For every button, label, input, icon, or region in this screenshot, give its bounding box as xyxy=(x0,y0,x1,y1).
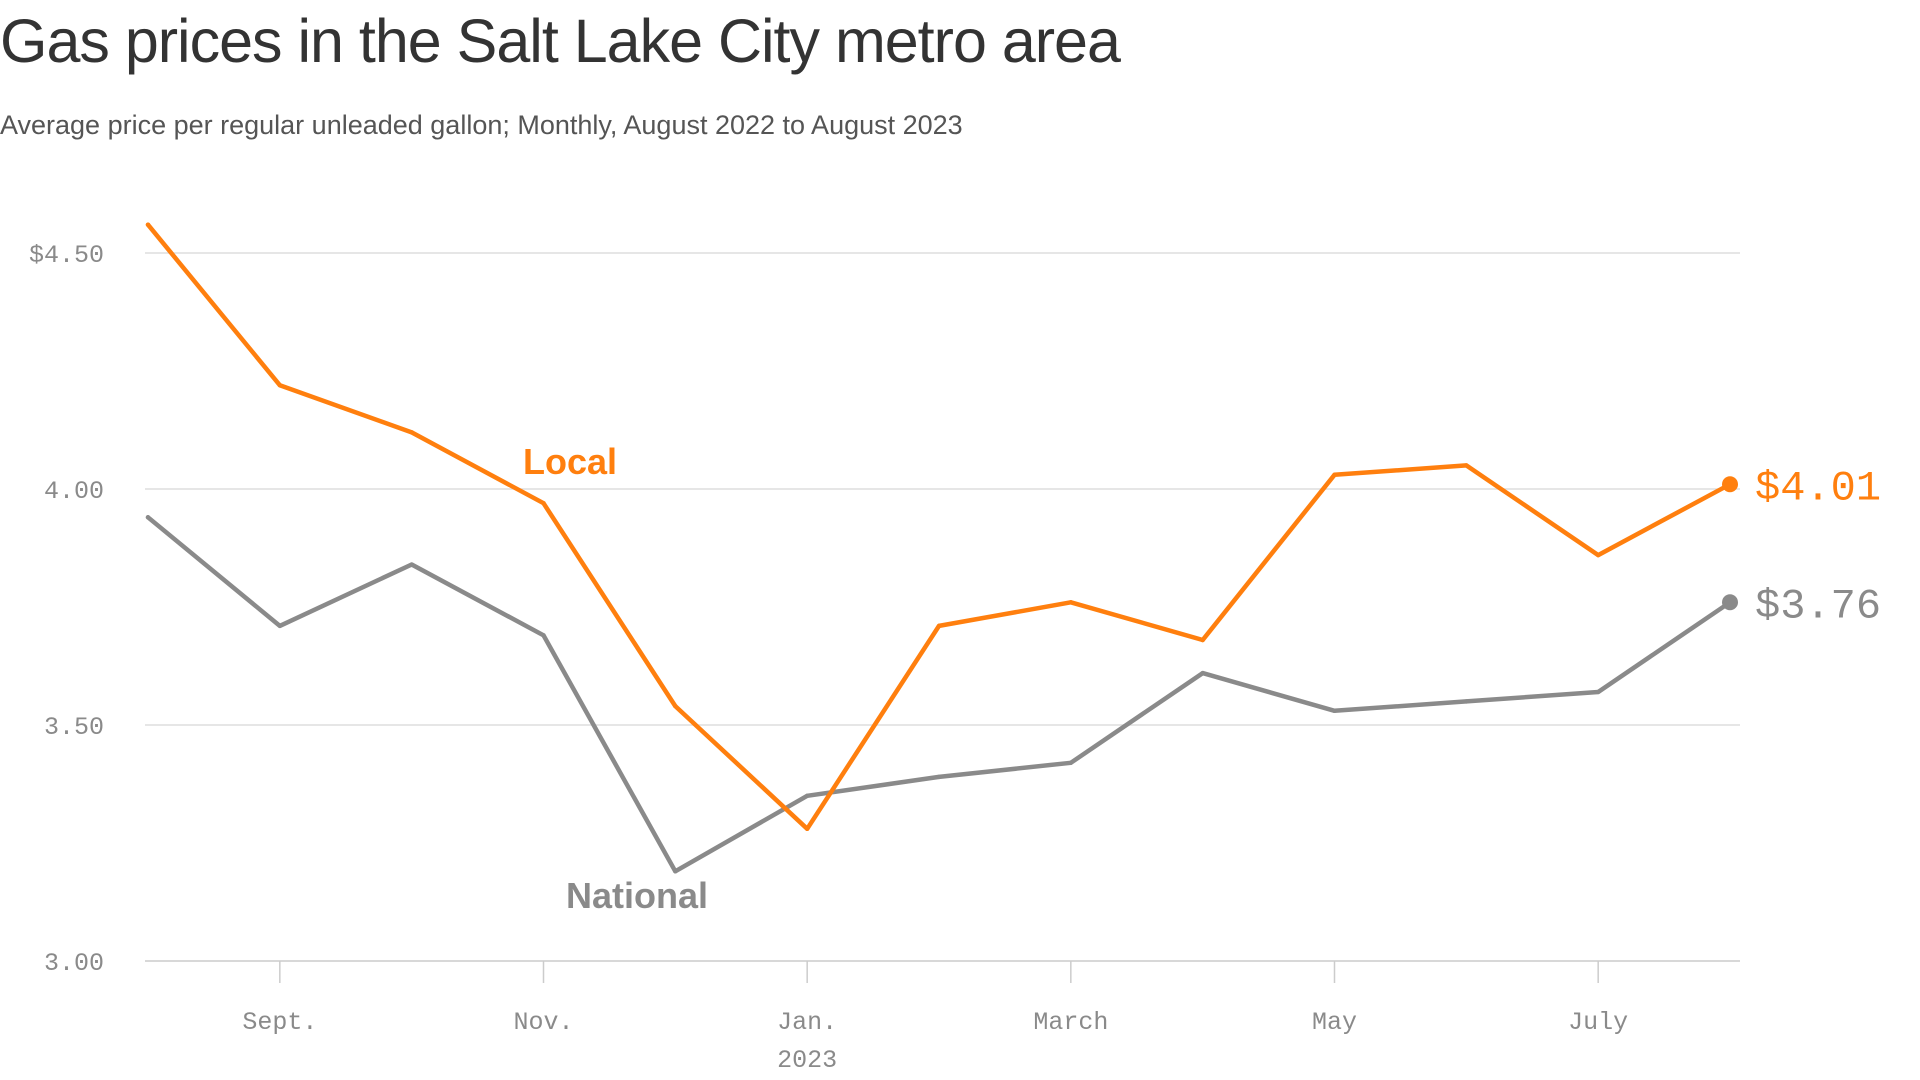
national-end-point xyxy=(1722,594,1738,611)
national-series-label: National xyxy=(566,875,708,916)
series-lines xyxy=(145,222,1738,874)
x-tick-label: March xyxy=(1033,1008,1108,1037)
national-data-point xyxy=(804,793,810,798)
national-data-point xyxy=(541,633,546,638)
local-data-point xyxy=(1332,472,1337,478)
local-end-value-label: $4.01 xyxy=(1755,464,1881,512)
gridlines xyxy=(145,252,1740,962)
chart-title: Gas prices in the Salt Lake City metro a… xyxy=(0,7,1121,75)
x-tick-label: July xyxy=(1568,1008,1628,1037)
y-tick-label: 3.50 xyxy=(44,713,104,742)
national-data-point xyxy=(1595,689,1601,695)
national-data-point xyxy=(145,515,151,520)
x-axis: Sept. Nov. Jan. March May July 2023 xyxy=(242,961,1628,1075)
national-series-line xyxy=(145,515,1733,874)
x-tick-label: Jan. xyxy=(777,1008,837,1037)
local-data-point xyxy=(277,382,283,388)
y-axis: 3.00 3.50 4.00 $4.50 xyxy=(29,241,104,978)
x-tick-label: Sept. xyxy=(242,1008,317,1037)
local-end-point xyxy=(1722,476,1738,493)
national-data-point xyxy=(409,562,414,567)
local-data-point xyxy=(541,500,546,506)
national-data-point xyxy=(936,774,942,780)
chart-subtitle: Average price per regular unleaded gallo… xyxy=(0,110,963,140)
y-tick-label: 4.00 xyxy=(44,477,104,506)
national-data-point xyxy=(1332,708,1337,714)
y-tick-label: $4.50 xyxy=(29,241,104,270)
local-data-point xyxy=(1464,463,1469,468)
local-series-line xyxy=(145,222,1733,832)
y-tick-label: 3.00 xyxy=(44,949,104,978)
national-data-point xyxy=(1200,670,1205,676)
national-end-value-label: $3.76 xyxy=(1755,582,1881,630)
national-data-point xyxy=(673,869,678,874)
local-data-point xyxy=(1068,600,1074,605)
x-year-label: 2023 xyxy=(777,1046,837,1075)
local-data-point xyxy=(145,222,151,227)
local-data-point xyxy=(1200,637,1205,643)
local-series-label: Local xyxy=(523,441,617,482)
local-data-point xyxy=(673,703,678,709)
x-tick-label: Nov. xyxy=(513,1008,573,1037)
x-tick-label: May xyxy=(1312,1008,1357,1037)
local-data-point xyxy=(804,826,810,832)
national-data-point xyxy=(277,623,283,629)
local-data-point xyxy=(409,430,414,435)
local-data-point xyxy=(1595,552,1601,558)
national-data-point xyxy=(1068,760,1074,765)
national-data-point xyxy=(1464,699,1469,704)
series-labels: $3.76 $4.01 Local National xyxy=(523,441,1881,916)
local-data-point xyxy=(936,623,942,629)
